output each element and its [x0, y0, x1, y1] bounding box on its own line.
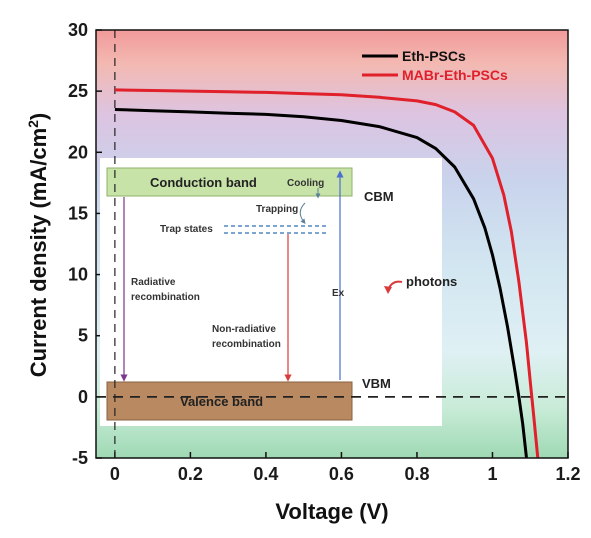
y-tick-label: 10 [68, 265, 88, 285]
y-tick-label: -5 [72, 448, 88, 468]
y-axis-title-close: ) [26, 113, 51, 120]
vbm-label: VBM [362, 376, 391, 391]
legend-label-mabr: MABr-Eth-PSCs [402, 67, 508, 83]
series-line-eth [114, 108, 528, 459]
x-axis-title: Voltage (V) [275, 499, 388, 524]
legend: Eth-PSCs MABr-Eth-PSCs [362, 48, 508, 83]
legend-label-eth: Eth-PSCs [402, 48, 466, 64]
conduction-band-rect [106, 167, 353, 197]
y-axis-title: Current density (mA/cm2) [25, 113, 51, 378]
y-tick-label: 5 [78, 326, 88, 346]
nonradiative-label-1: Non-radiative [212, 324, 276, 335]
x-tick-label: 0.2 [178, 464, 203, 484]
photons-label: photons [406, 274, 457, 289]
conduction-band-label: Conduction band [150, 175, 257, 190]
plot-frame [95, 29, 569, 459]
y-tick-label: 25 [68, 81, 88, 101]
y-tick-label: 15 [68, 203, 88, 223]
series-line-mabr [114, 88, 540, 459]
y-axis-title-main: Current density (mA/cm [26, 128, 51, 377]
reference-lines [96, 30, 568, 458]
radiative-label-2: recombination [131, 292, 200, 303]
photons-arrowhead [384, 286, 392, 294]
trapping-arrow [299, 202, 306, 224]
y-tick-label: 30 [68, 20, 88, 40]
x-tick-label: 0.4 [253, 464, 278, 484]
x-tick-label: 1.2 [555, 464, 580, 484]
y-axis-title-sup: 2 [25, 120, 41, 128]
valence-band-rect [106, 381, 353, 421]
nonradiative-label-2: recombination [212, 339, 281, 350]
x-tick-label: 0.8 [404, 464, 429, 484]
trapping-label: Trapping [256, 204, 298, 215]
band-diagram-inset: Conduction band Cooling CBM Trapping Tra… [100, 158, 442, 426]
x-tick-label: 0.6 [329, 464, 354, 484]
y-tick-label: 20 [68, 142, 88, 162]
x-tick-label: 0 [110, 464, 120, 484]
cooling-label: Cooling [287, 178, 324, 189]
ex-label: Ex [332, 288, 345, 299]
radiative-label-1: Radiative [131, 277, 176, 288]
inset-panel [100, 158, 442, 426]
x-tick-label: 1 [487, 464, 497, 484]
trap-states-label: Trap states [160, 224, 213, 235]
y-tick-label: 0 [78, 387, 88, 407]
series-group [114, 88, 540, 459]
cbm-label: CBM [364, 189, 394, 204]
